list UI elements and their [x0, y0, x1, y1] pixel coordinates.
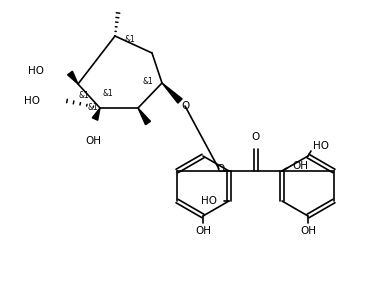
Text: O: O — [181, 101, 189, 111]
Polygon shape — [138, 108, 151, 125]
Text: &1: &1 — [79, 91, 89, 100]
Text: HO: HO — [28, 66, 44, 76]
Polygon shape — [162, 83, 182, 103]
Text: OH: OH — [292, 161, 308, 171]
Text: OH: OH — [85, 136, 101, 146]
Text: &1: &1 — [125, 35, 135, 43]
Polygon shape — [92, 108, 100, 120]
Text: O: O — [217, 164, 225, 174]
Text: &1: &1 — [142, 77, 154, 86]
Polygon shape — [68, 71, 78, 84]
Text: &1: &1 — [103, 88, 113, 97]
Text: O: O — [251, 132, 260, 142]
Text: OH: OH — [300, 226, 316, 236]
Text: HO: HO — [313, 141, 329, 151]
Text: HO: HO — [24, 96, 40, 106]
Text: &1: &1 — [87, 104, 99, 113]
Text: HO: HO — [201, 196, 217, 206]
Text: OH: OH — [195, 226, 211, 236]
